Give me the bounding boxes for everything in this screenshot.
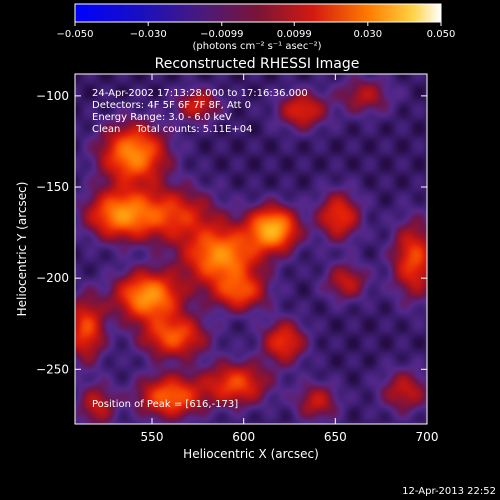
colorbar-tick-label: −0.0099 <box>200 29 243 40</box>
x-tick-label: 700 <box>416 430 439 444</box>
annotation-time: 24-Apr-2002 17:13:28.000 to 17:16:36.000 <box>92 88 308 99</box>
colorbar-tick-label: 0.030 <box>353 29 382 40</box>
x-tick-label: 650 <box>324 430 347 444</box>
axis-ticks: 550 600 650 700 −100 −150 −200 −250 <box>36 74 438 444</box>
heatmap-image <box>75 74 427 424</box>
y-tick-label: −250 <box>36 362 69 376</box>
plot-frame <box>74 73 428 425</box>
y-tick-label: −150 <box>36 180 69 194</box>
y-tick-label: −200 <box>36 271 69 285</box>
colorbar-ticks: −0.050 −0.030 −0.0099 0.0099 0.030 0.050 <box>56 22 455 40</box>
colorbar-tick-label: 0.0099 <box>277 29 312 40</box>
colorbar-tick-label: −0.030 <box>130 29 167 40</box>
colorbar-tick-label: 0.050 <box>427 29 456 40</box>
annotation-peak: Position of Peak = [616,-173] <box>92 399 238 410</box>
annotation-clean: Clean Total counts: 5.11E+04 <box>92 124 252 135</box>
colorbar-tick-label: −0.050 <box>56 29 93 40</box>
x-tick-label: 550 <box>141 430 164 444</box>
x-axis-label: Heliocentric X (arcsec) <box>183 447 319 461</box>
footer-timestamp: 12-Apr-2013 22:52 <box>402 486 496 497</box>
y-axis-label: Heliocentric Y (arcsec) <box>15 182 29 317</box>
colorbar-unit-label: (photons cm⁻² s⁻¹ asec⁻²) <box>192 41 321 52</box>
y-tick-label: −100 <box>36 89 69 103</box>
colorbar <box>74 3 442 23</box>
plot-area <box>74 73 428 425</box>
annotation-detectors: Detectors: 4F 5F 6F 7F 8F, Att 0 <box>92 100 251 111</box>
x-tick-label: 600 <box>232 430 255 444</box>
annotation-energy: Energy Range: 3.0 - 6.0 keV <box>92 112 232 123</box>
chart-title: Reconstructed RHESSI Image <box>155 56 360 72</box>
